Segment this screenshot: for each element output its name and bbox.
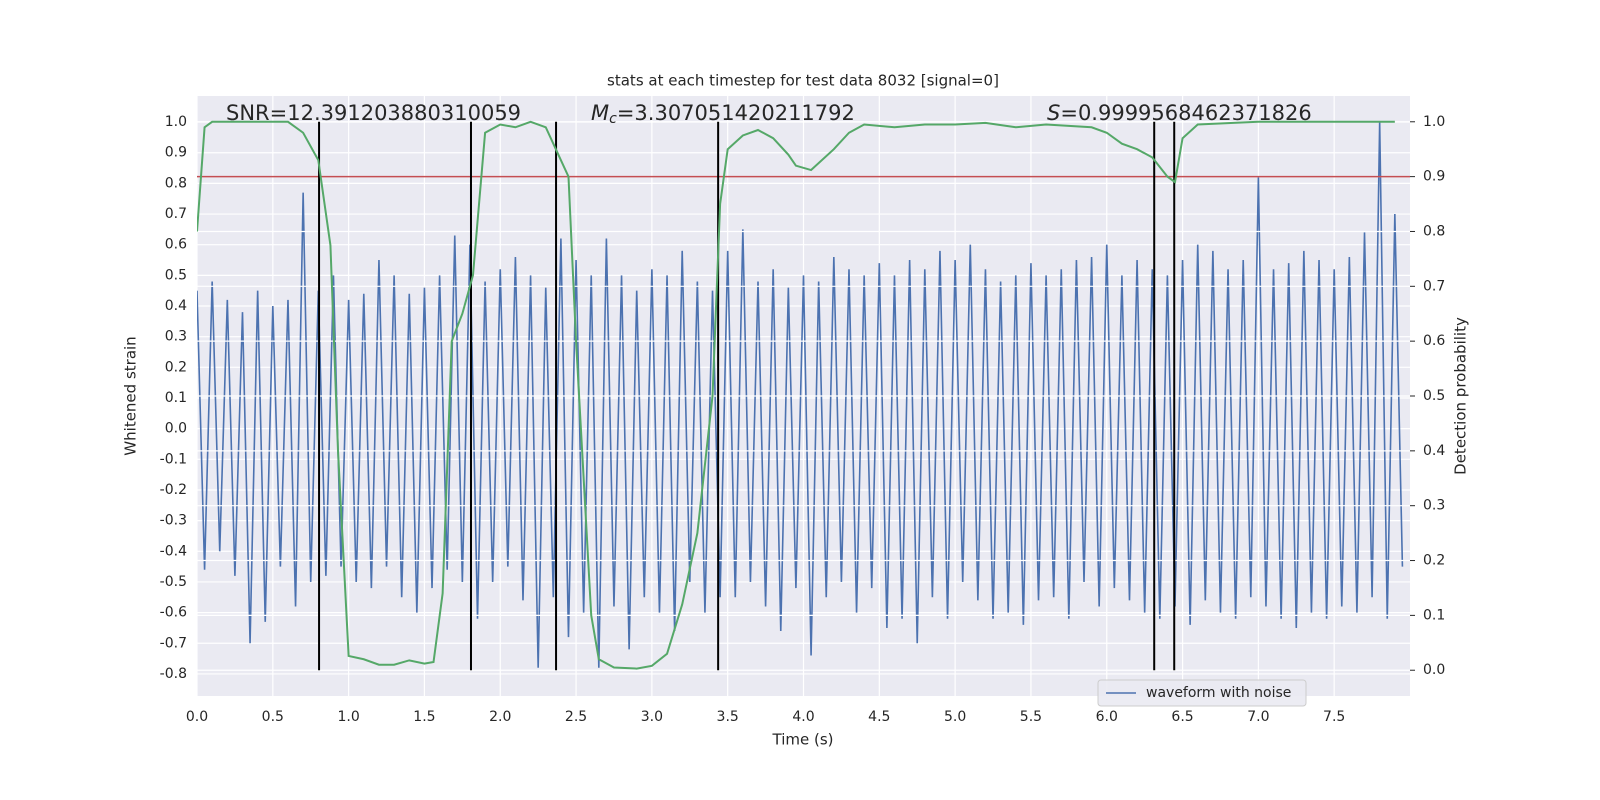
y-tick-label: 0.1 [165,390,187,406]
y2-tick-label: 0.7 [1423,278,1445,294]
annotation: Mc=3.307051420211792 [591,101,855,127]
x-tick-label: 1.5 [413,709,435,725]
x-tick-label: 3.5 [717,709,739,725]
x-tick-label: 7.0 [1247,709,1269,725]
y-tick-label: -0.6 [160,605,187,621]
chart-title: stats at each timestep for test data 803… [607,72,999,90]
y-tick-label: 0.9 [165,145,187,161]
x-tick-label: 5.0 [944,709,966,725]
y-axis-label: Whitened strain [122,336,140,455]
y-tick-label: -0.7 [160,635,187,651]
annotation-text: =0.9999568462371826 [1060,101,1311,125]
annotation-text: SNR=12.391203880310059 [226,101,521,125]
x-tick-label: 3.0 [641,709,663,725]
y-tick-label: -0.5 [160,574,187,590]
y-tick-label: 0.5 [165,267,187,283]
probability-line [197,120,1395,670]
y-tick-label: 0.3 [165,329,187,345]
y-tick-label: 1.0 [165,114,187,130]
y2-tick-label: 1.0 [1423,114,1445,130]
y-tick-label: -0.2 [160,482,187,498]
y-tick-label: 0.8 [165,175,187,191]
x-tick-label: 0.0 [186,709,208,725]
x-tick-label: 2.5 [565,709,587,725]
legend-box [1097,679,1307,707]
y2-tick-label: 0.4 [1423,443,1445,459]
y2-tick-label: 0.0 [1423,662,1445,678]
y2-tick-label: 0.5 [1423,388,1445,404]
x-tick-label: 4.0 [792,709,814,725]
x-tick-label: 5.5 [1020,709,1042,725]
y-tick-label: 0.2 [165,359,187,375]
x-tick-label: 1.0 [337,709,359,725]
y2-tick-label: 0.9 [1423,169,1445,185]
x-tick-label: 6.0 [1096,709,1118,725]
y-tick-label: -0.3 [160,513,187,529]
y-tick-label: 0.6 [165,237,187,253]
annotation: SNR=12.391203880310059 [226,101,521,125]
waveform-line [197,122,1404,668]
x-tick-label: 0.5 [262,709,284,725]
y2-tick-label: 0.2 [1423,553,1445,569]
y-tick-label: 0.4 [165,298,187,314]
y-tick-label: -0.4 [160,543,187,559]
x-tick-label: 2.0 [489,709,511,725]
annotation-symbol: M [591,101,609,125]
y2-tick-label: 0.3 [1423,498,1445,514]
y-tick-label: -0.1 [160,451,187,467]
x-tick-label: 4.5 [868,709,890,725]
x-axis-label: Time (s) [772,731,834,749]
y2-tick-label: 0.1 [1423,607,1445,623]
y2-tick-label: 0.8 [1423,223,1445,239]
y-tick-label: 0.0 [165,421,187,437]
annotation-subscript: c [609,111,617,127]
legend-label: waveform with noise [1146,685,1291,701]
annotation: S=0.9999568462371826 [1047,101,1312,125]
y2-axis-label: Detection probability [1452,317,1470,475]
legend: waveform with noise [1097,679,1307,707]
annotation-text: =3.307051420211792 [617,101,855,125]
x-tick-label: 7.5 [1323,709,1345,725]
y2-tick-label: 0.6 [1423,333,1445,349]
x-tick-label: 6.5 [1171,709,1193,725]
annotation-symbol: S [1047,101,1060,125]
y-tick-label: 0.7 [165,206,187,222]
y-tick-label: -0.8 [160,666,187,682]
